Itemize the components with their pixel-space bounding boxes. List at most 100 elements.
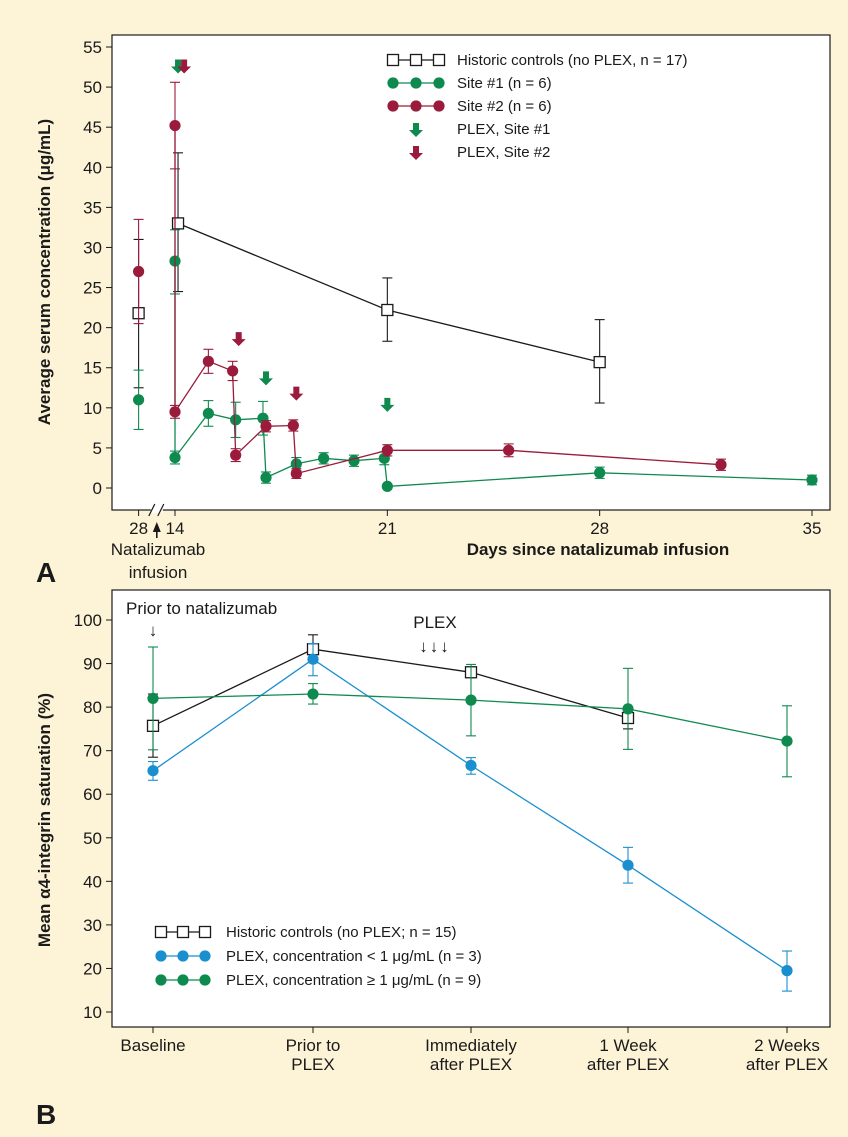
panel-a-y-tick-label: 35 [83,198,102,217]
panel-a-legend-marker [386,53,400,67]
panel-b-y-tick-label: 70 [83,742,102,761]
panel-a-data-point [593,355,606,369]
panel-a-data-point [348,455,360,467]
panel-b-y-tick-label: 100 [74,611,102,630]
panel-a-y-tick-label: 5 [93,439,102,458]
panel-a-plex-arrow [231,332,246,347]
panel-a-legend-arrow [409,146,423,160]
panel-b-y-tick-label: 30 [83,916,102,935]
panel-b-legend-marker [199,974,211,986]
panel-b-data-point [465,759,477,772]
panel-b-series-1 [147,642,793,992]
panel-a-data-point [503,444,515,456]
panel-a-data-point [381,480,393,492]
panel-a-legend-marker [410,100,422,112]
panel-b-legend: Historic controls (no PLEX; n = 15) PLEX,… [154,924,482,989]
panel-a-data-point [230,414,242,426]
panel-b-x-tick-label: after PLEX [587,1055,669,1074]
panel-b-y-tick-label: 10 [83,1003,102,1022]
panel-a-y-tick-label: 45 [83,118,102,137]
panel-b-x-tick-label: Immediately [425,1036,517,1055]
panel-b-series [146,634,793,992]
panel-b-annotation-plex: PLEX [413,613,456,632]
panel-a-legend: Historic controls (no PLEX, n = 17) Site … [386,52,688,161]
panel-a-y-tick-label: 25 [83,279,102,298]
panel-a-data-point [169,119,181,132]
panel-b-legend-label: PLEX, concentration < 1 μg/mL (n = 3) [226,948,482,965]
panel-b-data-point [147,765,159,777]
panel-b-letter: B [36,1099,56,1130]
panel-b-data-point [781,965,793,977]
panel-a-plex-arrow [259,371,273,386]
panel-b-data-point [622,703,634,715]
panel-a-data-point [227,365,239,377]
panel-b-x-tick-label: PLEX [291,1055,334,1074]
panel-a-y-tick-label: 55 [83,38,102,57]
panel-b-legend-marker [155,950,167,962]
panel-a-plex-arrow [289,386,304,401]
panel-a-y-tick-label: 10 [83,399,102,418]
panel-a-data-point [715,459,727,471]
panel-b-legend-marker [177,950,189,962]
panel-a-data-point [381,444,393,456]
panel-a-x-tick-label: 21 [378,519,397,538]
panel-a-data-point [260,420,272,432]
panel-a-plex-arrow [177,59,192,74]
panel-b-annotation-prior-natalizumab: Prior to natalizumab [126,599,277,618]
panel-a-axis-break-mark [148,503,156,517]
panel-a-y-tick-label: 40 [83,158,102,177]
panel-a-legend-arrow [409,123,423,137]
panel-a-infusion-annotation-line2: infusion [129,563,188,582]
panel-a-infusion-arrow-head [152,522,161,532]
panel-a-series-2 [133,81,727,480]
panel-a-legend-marker [433,100,445,112]
panel-a-legend-marker [433,77,445,89]
panel-a-x-tick-label: 28 [590,519,609,538]
panel-a-x-tick-label: 35 [803,519,822,538]
panel-a-data-point [260,471,272,484]
panel-a-infusion-annotation-line1: Natalizumab [111,540,206,559]
panel-b-y-tick-label: 40 [83,872,102,891]
panel-b-data-point [307,688,319,700]
panel-a-data-point [133,265,145,278]
panel-b-y-tick-label: 90 [83,655,102,674]
panel-b-legend-label: PLEX, concentration ≥ 1 μg/mL (n = 9) [226,972,481,989]
panel-a-y-tick-label: 15 [83,359,102,378]
panel-b-annotations: Prior to natalizumab ↓ PLEX ↓↓↓ [126,599,457,656]
panel-a-y-tick-label: 50 [83,78,102,97]
panel-b-plot-area [111,589,831,1028]
panel-a-axis-break-mark [157,503,165,517]
panel-a-y-tick-label: 0 [93,479,102,498]
panel-a-data-point [169,406,181,418]
panel-a-data-point [806,474,818,486]
panel-a-data-point [594,467,606,479]
panel-a-legend-marker [387,77,399,89]
panel-a-y-tick-label: 30 [83,238,102,257]
panel-a-data-point [287,419,299,432]
panel-b-x-tick-label: 1 Week [599,1036,657,1055]
panel-a-axes: 0 5 10 15 20 25 30 35 40 45 50 55 28 14 21 28 35 [83,38,821,538]
panel-a-x-tick-label: 14 [166,519,185,538]
panel-b-legend-marker [177,974,189,986]
panel-a-legend-label: PLEX, Site #1 [457,121,550,138]
panel-b-data-point [781,735,793,747]
panel-b-annotation-prior-arrow: ↓ [149,621,158,640]
panel-a-series [132,81,818,492]
panel-b-data-point [307,653,319,665]
panel-b-data-point [465,694,477,706]
panel-b-series-line [152,648,629,727]
panel-a-axis-break-gap [150,507,163,513]
panel-a-plex-markers [171,59,395,412]
panel-a-x-tick-label: 28 [129,519,148,538]
panel-a-letter: A [36,557,56,588]
panel-a-x-axis-label: Days since natalizumab infusion [467,540,730,559]
panel-a-data-point [171,217,185,230]
panel-b-legend-label: Historic controls (no PLEX; n = 15) [226,924,457,941]
panel-b-annotation-plex-arrows: ↓↓↓ [419,637,451,656]
panel-b-legend-marker [198,925,212,939]
panel-a-legend-marker [410,77,422,89]
panel-b-y-axis-label: Mean α4-integrin saturation (%) [35,693,54,947]
panel-b-data-point [622,859,634,871]
